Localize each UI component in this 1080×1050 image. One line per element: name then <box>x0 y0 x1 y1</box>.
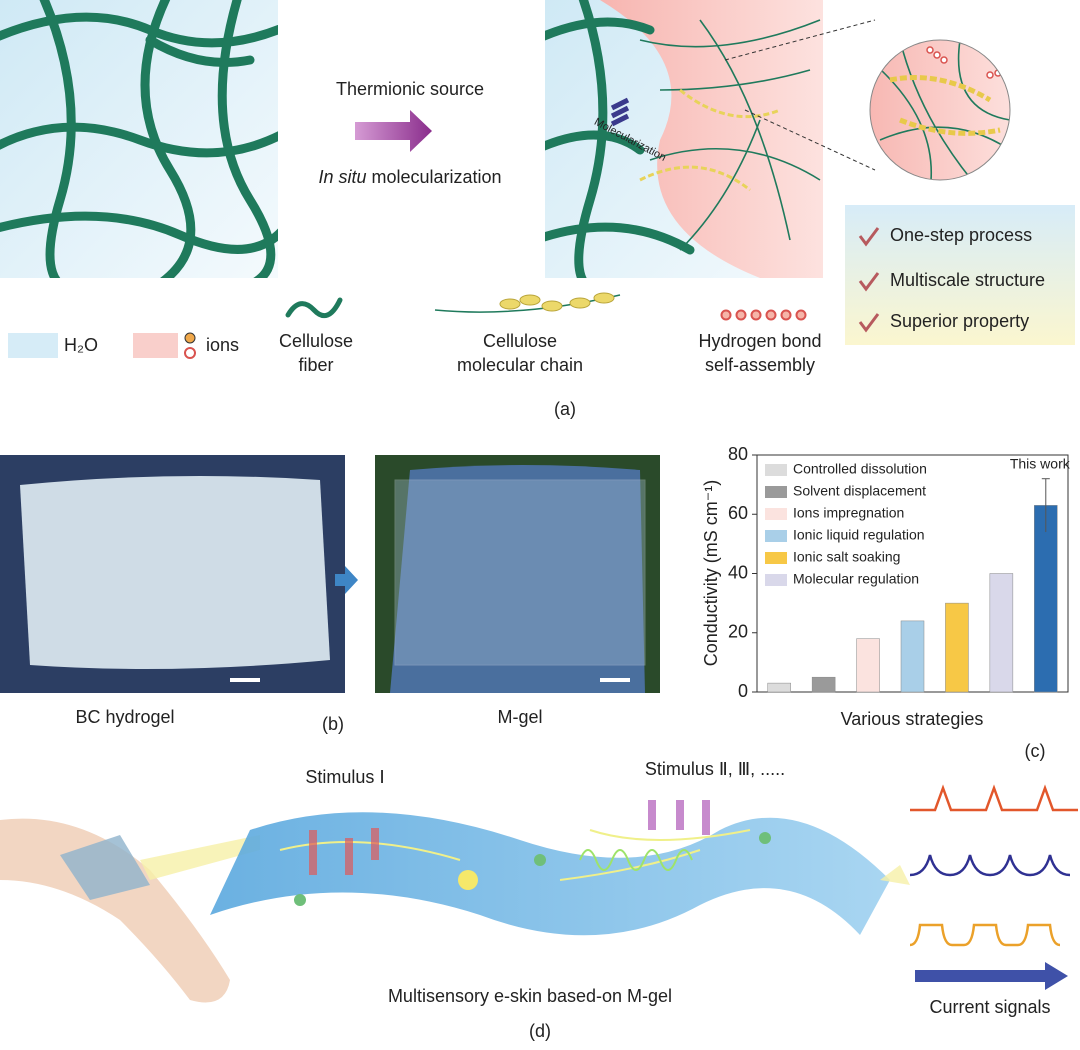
legend-label: molecular chain <box>457 355 583 375</box>
panel-label: (a) <box>554 399 576 419</box>
signal-arrow <box>915 962 1068 990</box>
bar <box>767 682 791 693</box>
y-axis-label: Conductivity (mS cm⁻¹) <box>701 480 721 667</box>
zoom-circle <box>869 39 1011 181</box>
legend-swatch <box>765 508 787 520</box>
legend-swatch <box>765 464 787 476</box>
caption: Multisensory e-skin based-on M-gel <box>388 986 672 1006</box>
bar <box>1034 505 1058 693</box>
checklist-box <box>845 205 1075 345</box>
stimulus-label: Stimulus Ⅱ, Ⅲ, ..... <box>645 759 785 779</box>
zoom-line <box>744 109 876 171</box>
italic-text: In situ <box>318 167 366 187</box>
ion-icon <box>184 347 196 359</box>
panel-label: (b) <box>322 714 344 734</box>
panel-label: (d) <box>529 1021 551 1041</box>
legend-label: Ions impregnation <box>793 505 904 521</box>
photo-m-gel <box>375 455 660 693</box>
legend-label: Hydrogen bond <box>698 331 821 351</box>
photo-label: BC hydrogel <box>75 707 174 727</box>
photo-label: M-gel <box>497 707 542 727</box>
stimulus-label: Stimulus Ⅰ <box>305 767 384 787</box>
b-arrow <box>335 566 358 594</box>
fiber-network <box>0 0 278 278</box>
annotation: This work <box>1010 455 1071 471</box>
checklist: One-step process Multiscale structure Su… <box>858 225 1045 333</box>
legend-label: Solvent displacement <box>793 483 926 499</box>
ion-swatch <box>133 333 178 358</box>
ion-icon <box>184 332 196 344</box>
bar-chart: Conductivity (mS cm⁻¹) Various strategie… <box>701 444 1071 729</box>
legend-label: Ionic liquid regulation <box>793 527 925 543</box>
legend-label: Ionic salt soaking <box>793 549 900 565</box>
zoom-inset <box>870 40 1010 180</box>
text: molecularization <box>366 167 501 187</box>
y-tick-label: 60 <box>728 503 748 523</box>
current-signals <box>909 784 1078 947</box>
legend-label: Cellulose <box>483 331 557 351</box>
legend-label: ions <box>206 335 239 355</box>
arrow-label: In situ molecularization <box>318 167 501 187</box>
y-tick-label: 80 <box>728 444 748 464</box>
arrow-label: Thermionic source <box>336 79 484 99</box>
signal-label: Current signals <box>929 997 1050 1017</box>
bar <box>856 638 880 693</box>
y-tick-label: 0 <box>738 681 748 701</box>
zoom-line <box>724 19 876 61</box>
arm-illustration <box>0 818 260 1003</box>
legend-label: fiber <box>298 355 333 375</box>
panel-label: (c) <box>1025 741 1046 761</box>
checklist-item: Multiscale structure <box>890 270 1045 290</box>
bar <box>989 573 1014 693</box>
legend-label: self-assembly <box>705 355 815 375</box>
process-arrow <box>355 110 432 152</box>
y-tick-label: 40 <box>728 562 748 582</box>
legend-swatch <box>765 552 787 564</box>
water-swatch <box>8 333 58 358</box>
bar <box>900 620 925 693</box>
hbond-icon <box>720 309 807 321</box>
fiber-icon <box>285 297 343 319</box>
legend-label: Cellulose <box>279 331 353 351</box>
legend-swatch <box>765 530 787 542</box>
legend-label: Molecular regulation <box>793 571 919 587</box>
molecularized-network <box>545 0 823 278</box>
e-skin <box>210 800 910 936</box>
legend-label: H₂O <box>64 335 98 355</box>
x-axis-label: Various strategies <box>841 709 984 729</box>
legend-swatch <box>765 486 787 498</box>
legend-label: Controlled dissolution <box>793 461 927 477</box>
chain-icon <box>499 292 615 312</box>
y-tick-label: 20 <box>728 622 748 642</box>
checklist-item: Superior property <box>890 311 1029 331</box>
legend-swatch <box>765 574 787 586</box>
checklist-item: One-step process <box>890 225 1032 245</box>
bar <box>811 676 836 693</box>
bar <box>945 602 969 693</box>
photo-bc-hydrogel <box>0 455 345 693</box>
